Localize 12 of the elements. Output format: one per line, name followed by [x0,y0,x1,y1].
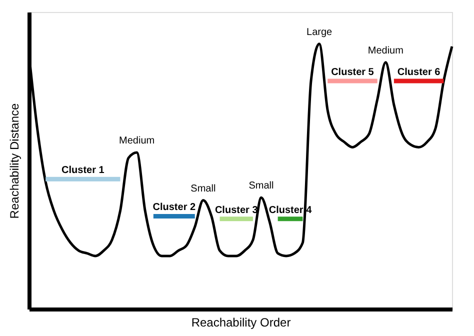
series-label: Cluster 6 [397,66,441,78]
series-label: Cluster 2 [152,202,196,214]
annotation: Small [248,180,274,192]
series-label: Cluster 1 [62,165,105,176]
series-label: Cluster 5 [331,66,374,78]
annotation: Medium [368,45,404,56]
annotation: Medium [119,136,155,147]
x-axis-title: Reachability Order [191,316,291,330]
series-label: Cluster 4 [268,204,312,216]
y-axis-title: Reachability Distance [8,102,22,219]
annotation: Small [190,183,216,194]
text: Large [306,26,333,38]
